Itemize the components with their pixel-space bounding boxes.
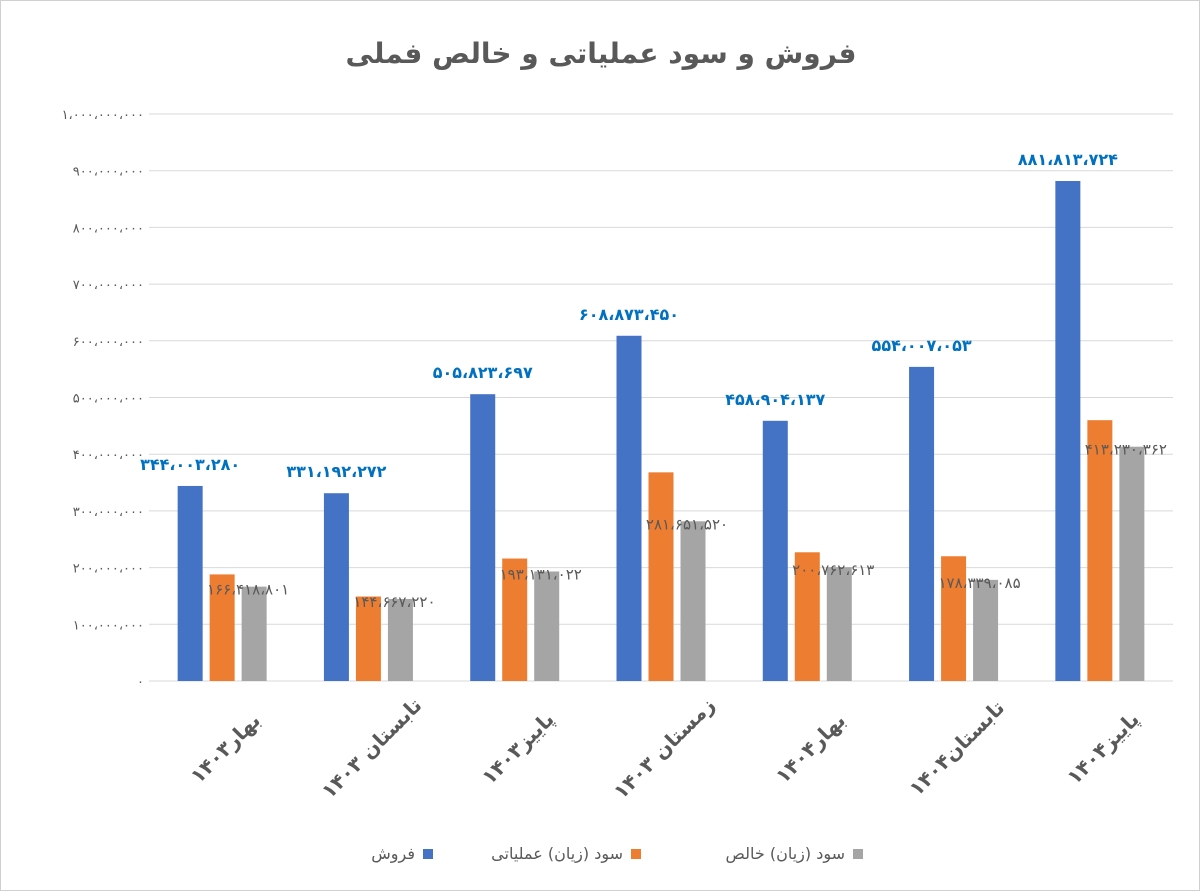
legend-swatch bbox=[631, 849, 641, 859]
bar bbox=[241, 586, 267, 681]
x-axis-tick-labels: بهار۱۴۰۳ تابستان ۱۴۰۳ پاییز۱۴۰۳ زمستان ۱۴۰۳… bbox=[185, 693, 1144, 804]
bar bbox=[323, 493, 349, 681]
legend: فروش سود (زیان) عملیاتی سود (زیان) خالص bbox=[371, 844, 863, 864]
bar bbox=[794, 552, 820, 681]
legend-label: فروش bbox=[371, 844, 415, 864]
bar bbox=[648, 472, 674, 681]
gridlines bbox=[149, 113, 1173, 682]
bar bbox=[909, 366, 935, 681]
x-tick-label: پاییز۱۴۰۳ bbox=[477, 707, 560, 790]
data-label: ۱۷۸،۳۳۹،۰۸۵ bbox=[938, 574, 1020, 592]
bar bbox=[534, 571, 560, 681]
bar bbox=[502, 558, 528, 681]
data-label: ۲۸۱،۶۵۱،۵۲۰ bbox=[646, 515, 728, 533]
x-tick-label: زمستان ۱۴۰۳ bbox=[609, 693, 720, 804]
y-tick-label: ۲۰۰،۰۰۰،۰۰۰ bbox=[73, 562, 144, 577]
y-tick-label: ۰ bbox=[137, 675, 144, 690]
legend-label: سود (زیان) عملیاتی bbox=[491, 844, 623, 864]
bar bbox=[387, 598, 413, 681]
data-label: ۲۰۰،۷۶۲،۶۱۳ bbox=[792, 561, 874, 579]
bar bbox=[209, 574, 235, 681]
data-label: ۳۳۱،۱۹۲،۲۷۲ bbox=[286, 462, 386, 481]
legend-swatch bbox=[423, 849, 433, 859]
data-label: ۵۰۵،۸۲۳،۶۹۷ bbox=[433, 363, 533, 382]
data-label: ۱۴۴،۶۶۷،۲۲۰ bbox=[353, 593, 435, 611]
bars bbox=[177, 181, 1145, 682]
y-tick-label: ۴۰۰،۰۰۰،۰۰۰ bbox=[73, 448, 144, 463]
x-tick-label: تابستان ۱۴۰۳ bbox=[317, 693, 427, 803]
data-label: ۳۴۴،۰۰۳،۲۸۰ bbox=[140, 455, 240, 474]
y-tick-label: ۱۰۰،۰۰۰،۰۰۰ bbox=[73, 618, 144, 633]
bar bbox=[680, 521, 706, 681]
bar bbox=[470, 394, 496, 681]
bar bbox=[826, 567, 852, 681]
data-label: ۵۵۴،۰۰۷،۰۵۳ bbox=[872, 336, 972, 355]
y-tick-label: ۱،۰۰۰،۰۰۰،۰۰۰ bbox=[62, 108, 144, 123]
bar bbox=[177, 485, 203, 681]
data-label: ۱۶۶،۴۱۸،۸۰۱ bbox=[207, 581, 289, 599]
legend-swatch bbox=[853, 849, 863, 859]
chart-title: فروش و سود عملیاتی و خالص فملی bbox=[346, 37, 857, 70]
x-tick-label: پاییز۱۴۰۴ bbox=[1062, 707, 1145, 790]
y-axis-tick-labels: ۰ ۱۰۰،۰۰۰،۰۰۰ ۲۰۰،۰۰۰،۰۰۰ ۳۰۰،۰۰۰،۰۰۰ ۴۰۰،۰۰… bbox=[62, 108, 144, 690]
y-tick-label: ۶۰۰،۰۰۰،۰۰۰ bbox=[73, 335, 144, 350]
bar bbox=[1087, 420, 1113, 681]
bar bbox=[616, 335, 642, 681]
data-label: ۱۹۳،۱۳۱،۰۲۲ bbox=[500, 565, 582, 583]
bar bbox=[355, 596, 381, 681]
bar bbox=[973, 579, 999, 681]
bar bbox=[1119, 446, 1145, 681]
data-label: ۴۵۸،۹۰۴،۱۳۷ bbox=[725, 390, 825, 409]
data-labels: ۳۴۴،۰۰۳،۲۸۰ ۱۶۶،۴۱۸،۸۰۱ ۳۳۱،۱۹۲،۲۷۲ ۱۴۴،۶۶۷… bbox=[140, 150, 1167, 611]
data-label: ۴۱۳،۲۳۰،۳۶۲ bbox=[1085, 441, 1167, 459]
y-tick-label: ۹۰۰،۰۰۰،۰۰۰ bbox=[73, 165, 144, 180]
legend-label: سود (زیان) خالص bbox=[726, 844, 846, 864]
y-tick-label: ۷۰۰،۰۰۰،۰۰۰ bbox=[73, 278, 144, 293]
x-tick-label: بهار۱۴۰۳ bbox=[185, 708, 265, 788]
x-tick-label: تابستان۱۴۰۴ bbox=[904, 696, 1009, 801]
y-tick-label: ۳۰۰،۰۰۰،۰۰۰ bbox=[73, 505, 144, 520]
data-label: ۶۰۸،۸۷۳،۴۵۰ bbox=[579, 305, 679, 324]
bar bbox=[941, 556, 967, 681]
y-tick-label: ۵۰۰،۰۰۰،۰۰۰ bbox=[73, 392, 144, 407]
bar bbox=[1055, 181, 1081, 682]
bar bbox=[762, 420, 788, 681]
x-tick-label: بهار۱۴۰۴ bbox=[771, 708, 851, 788]
y-tick-label: ۸۰۰،۰۰۰،۰۰۰ bbox=[73, 221, 144, 236]
data-label: ۸۸۱،۸۱۳،۷۲۴ bbox=[1018, 150, 1118, 169]
